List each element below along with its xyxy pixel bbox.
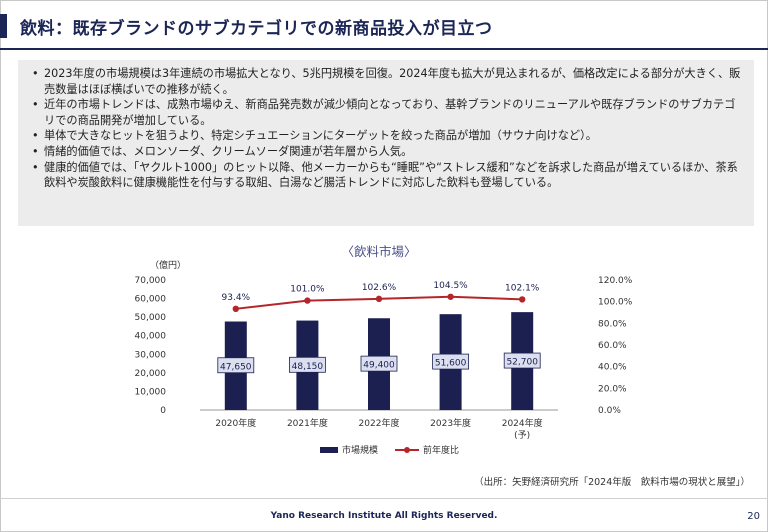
ratio-point — [519, 296, 526, 303]
ratio-point — [304, 297, 311, 304]
y-tick-label: 60,000 — [135, 295, 167, 305]
legend-swatch-ratio-marker — [404, 447, 410, 453]
y2-tick-label: 0.0% — [598, 406, 621, 416]
ratio-value-label: 102.1% — [505, 283, 540, 293]
bullet-marker: • — [32, 129, 39, 143]
market-chart: 〈飲料市場〉 （億円） 0 10,000 20,000 30,000 40,000 50,00… — [120, 238, 640, 468]
slide-header: 飲料：既存ブランドのサブカテゴリでの新商品投入が目立つ — [0, 0, 768, 50]
y-tick-label: 10,000 — [135, 387, 167, 397]
y2-tick-label: 100.0% — [598, 298, 633, 308]
ratio-value-label: 101.0% — [290, 285, 325, 295]
x-tick-sublabel: (予) — [514, 430, 530, 441]
y-tick-label: 30,000 — [135, 350, 167, 360]
bar-value-label-box — [360, 355, 398, 372]
bullet-marker: • — [32, 160, 39, 174]
bar-value-label-box — [217, 357, 255, 374]
chart-title: 〈飲料市場〉 — [341, 244, 416, 259]
summary-box: • 2023年度の市場規模は3年連続の市場拡大となり、5兆円規模を回復。2024年… — [18, 60, 754, 226]
market-chart-svg: 〈飲料市場〉 （億円） 0 10,000 20,000 30,000 40,000 50,00… — [135, 244, 633, 456]
y2-tick-label: 20.0% — [598, 384, 627, 394]
bullet-list: • 2023年度の市場規模は3年連続の市場拡大となり、5兆円規模を回復。2024年… — [32, 66, 744, 191]
bar-value-label-box — [503, 352, 541, 369]
bullet-marker: • — [32, 144, 39, 158]
bullet-text: 単体で大きなヒットを狙うより、特定シチュエーションにターゲットを絞った商品が増加… — [44, 129, 597, 143]
legend-label-market-size: 市場規模 — [342, 444, 378, 456]
bullet-item: • 健康的価値では、「ヤクルト1000」のヒット以降、他メーカーからも“睡眠”や“… — [32, 160, 744, 191]
bar-value-label: 47,650 — [220, 362, 252, 372]
bullet-item: • 情緒的価値では、メロンソーダ、クリームソーダ関連が若年層から人気。 — [32, 144, 744, 160]
y-tick-label: 40,000 — [135, 332, 167, 342]
bullet-item: • 2023年度の市場規模は3年連続の市場拡大となり、5兆円規模を回復。2024年… — [32, 66, 744, 97]
ratio-value-label: 102.6% — [362, 283, 397, 293]
bullet-text: 2023年度の市場規模は3年連続の市場拡大となり、5兆円規模を回復。2024年度… — [44, 67, 741, 96]
ratio-value-label: 93.4% — [222, 293, 251, 303]
x-tick-label: 2021年度 — [287, 417, 328, 429]
x-tick-label: 2020年度 — [215, 417, 256, 429]
footer-copyright: Yano Research Institute All Rights Reser… — [270, 511, 498, 521]
bullet-item: • 単体で大きなヒットを狙うより、特定シチュエーションにターゲットを絞った商品が増… — [32, 128, 744, 144]
y2-tick-label: 120.0% — [598, 276, 633, 286]
x-tick-label: 2024年度 — [502, 417, 543, 429]
title-accent-bar — [0, 14, 7, 38]
ratio-value-label: 104.5% — [433, 281, 468, 291]
title-underline — [0, 48, 768, 50]
legend-label-ratio: 前年度比 — [423, 444, 459, 456]
bullet-text: 近年の市場トレンドは、成熟市場ゆえ、新商品発売数が減少傾向となっており、基幹ブラ… — [44, 98, 736, 127]
bar-value-label: 49,400 — [363, 361, 395, 371]
bullet-marker: • — [32, 98, 39, 112]
page-number: 20 — [747, 511, 760, 522]
ratio-point — [447, 293, 454, 300]
bullet-item: • 近年の市場トレンドは、成熟市場ゆえ、新商品発売数が減少傾向となっており、基幹ブ… — [32, 97, 744, 128]
x-tick-label: 2022年度 — [359, 417, 400, 429]
y-axis-unit-label: （億円） — [150, 259, 186, 271]
bullet-marker: • — [32, 67, 39, 80]
y2-tick-label: 60.0% — [598, 341, 627, 351]
bar-value-label: 52,700 — [506, 358, 538, 368]
y-tick-label: 70,000 — [135, 276, 167, 286]
bar-value-label: 51,600 — [435, 359, 467, 369]
legend-swatch-market-size — [320, 447, 338, 453]
bar-value-label-box — [432, 353, 470, 370]
y-tick-label: 20,000 — [135, 369, 167, 379]
slide-title: 飲料：既存ブランドのサブカテゴリでの新商品投入が目立つ — [20, 19, 493, 39]
bar-value-label: 48,150 — [292, 362, 324, 372]
y-tick-label: 0 — [160, 406, 166, 416]
bar-value-label-box — [288, 356, 326, 373]
y2-tick-label: 80.0% — [598, 319, 627, 329]
ratio-point — [375, 295, 383, 303]
x-tick-label: 2023年度 — [430, 417, 471, 429]
footer-divider — [0, 498, 768, 499]
ratio-point — [232, 305, 239, 313]
bullet-text: 情緒的価値では、メロンソーダ、クリームソーダ関連が若年層から人気。 — [44, 144, 413, 158]
y2-tick-label: 40.0% — [598, 363, 627, 373]
y-tick-label: 50,000 — [135, 313, 167, 323]
source-note: （出所：矢野経済研究所「2024年版 飲料市場の現状と展望」） — [474, 477, 750, 488]
bullet-text: 健康的価値では、「ヤクルト1000」のヒット以降、他メーカーからも“睡眠”や“ス… — [44, 160, 738, 190]
